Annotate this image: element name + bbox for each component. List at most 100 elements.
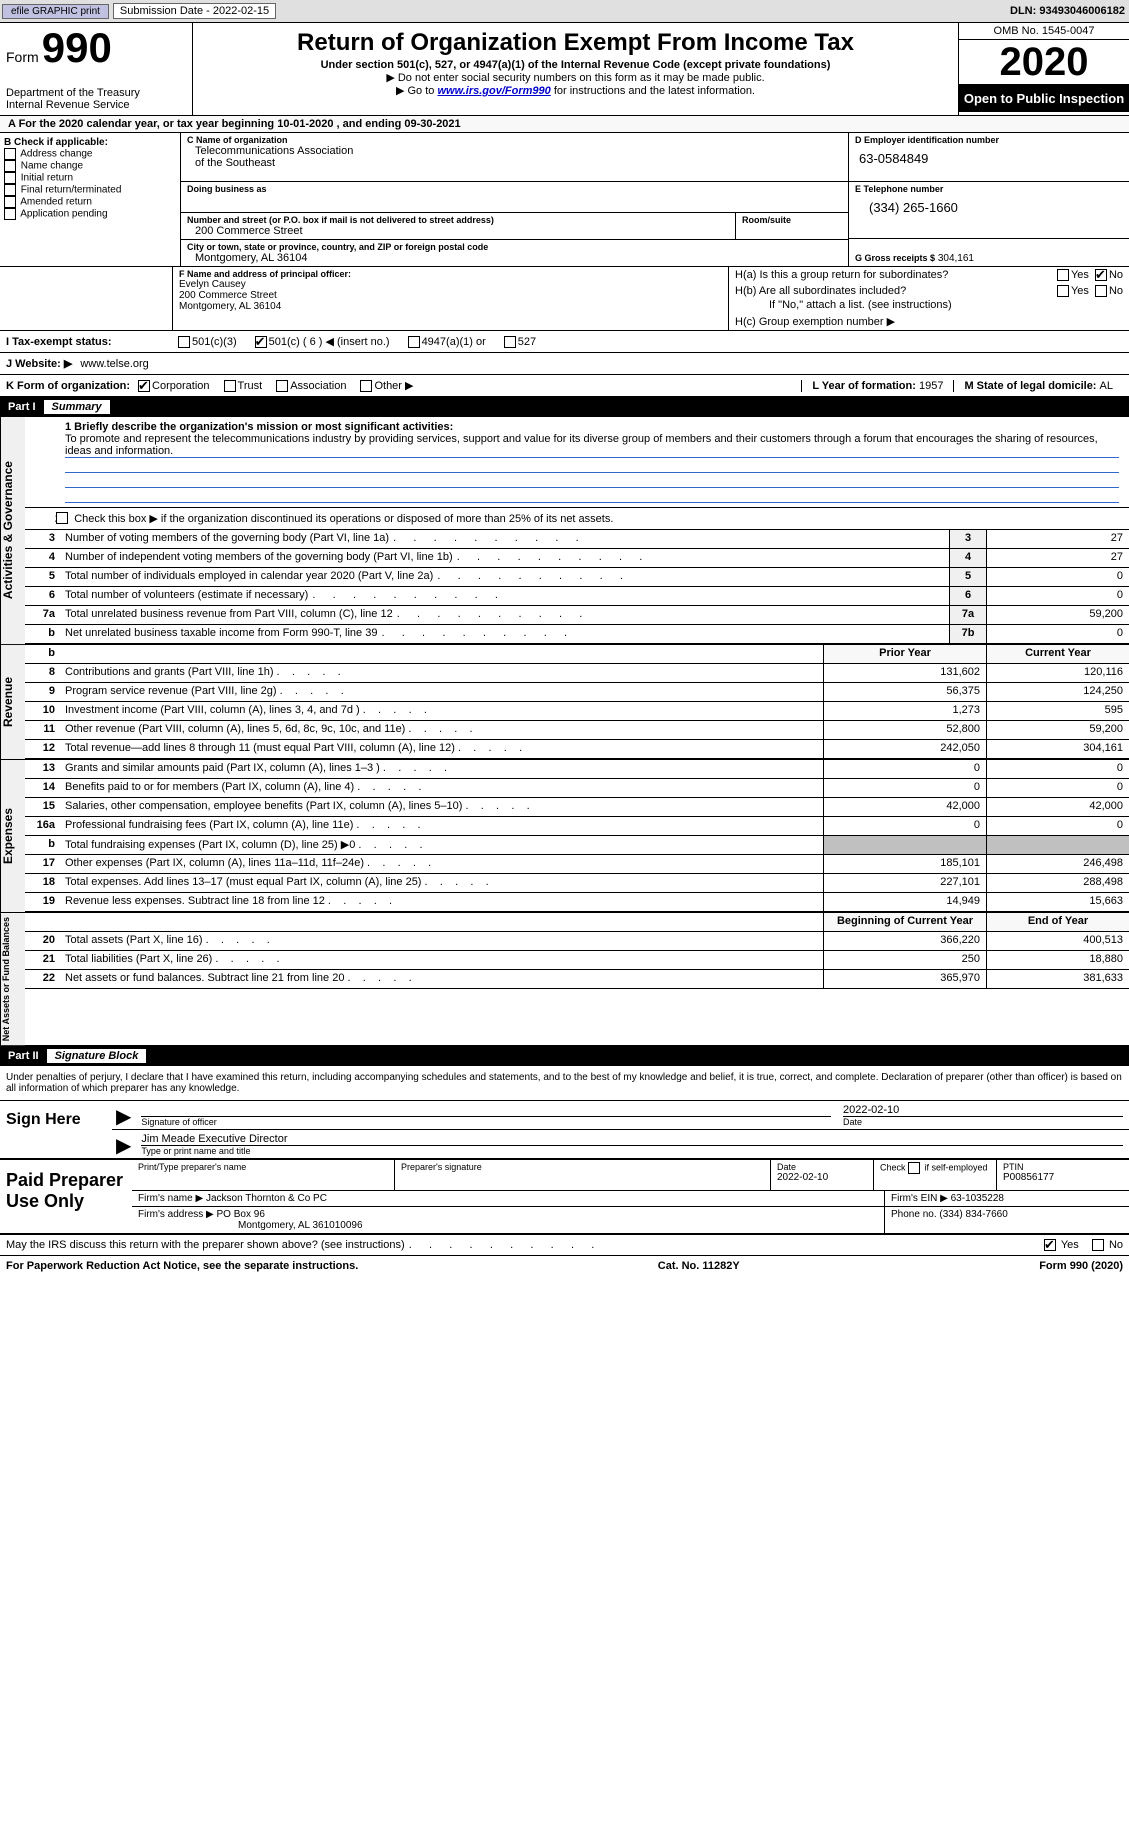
summary-line: 18 Total expenses. Add lines 13–17 (must… [25,874,1129,893]
hb-no: No [1109,285,1123,297]
line2-text: Check this box ▶ if the organization dis… [74,513,613,525]
boxb-option: Name change [4,160,176,172]
ha-no: No [1109,269,1123,281]
mission-block: 1 Briefly describe the organization's mi… [25,417,1129,508]
addr-label: Number and street (or P.O. box if mail i… [187,215,729,225]
boxb-checkbox[interactable] [4,208,16,220]
sign-block: Sign Here ▶ Signature of officer 2022-02… [0,1101,1129,1160]
dept-treasury: Department of the Treasury [6,87,186,99]
box-b: B Check if applicable: Address change Na… [0,133,181,266]
period-begin: 10-01-2020 [277,118,333,130]
org-name-2: of the Southeast [187,157,842,169]
governance-section: Activities & Governance 1 Briefly descri… [0,417,1129,645]
phone-value: (334) 265-1660 [855,194,1123,215]
officer-name: Evelyn Causey [179,279,722,290]
discuss-yes-checkbox[interactable] [1044,1239,1056,1251]
501c3-checkbox[interactable] [178,336,190,348]
city-state-zip: Montgomery, AL 36104 [187,252,842,264]
trust-checkbox[interactable] [224,380,236,392]
prior-year-header: Prior Year [823,645,986,663]
firm-phone: (334) 834-7660 [939,1209,1007,1220]
form-label: Form [6,49,39,65]
summary-line: 17 Other expenses (Part IX, column (A), … [25,855,1129,874]
4947-checkbox[interactable] [408,336,420,348]
boxb-option: Amended return [4,196,176,208]
prep-name-label: Print/Type preparer's name [138,1162,388,1172]
ptin-value: P00856177 [1003,1172,1123,1183]
firm-ein-label: Firm's EIN ▶ [891,1193,948,1204]
firm-name: Jackson Thornton & Co PC [206,1193,327,1204]
org-form-row: K Form of organization: Corporation Trus… [0,375,1129,398]
ha-yes: Yes [1071,269,1089,281]
tax-year: 2020 [959,40,1129,85]
summary-line: 5 Total number of individuals employed i… [25,568,1129,587]
tax-exempt-label: I Tax-exempt status: [6,336,178,348]
domicile-state: AL [1100,380,1113,392]
arrow-icon: ▶ [112,1104,135,1129]
firm-name-label: Firm's name ▶ [138,1193,203,1204]
discuss-no-checkbox[interactable] [1092,1239,1104,1251]
sign-here-label: Sign Here [0,1101,112,1158]
501c-checkbox[interactable] [255,336,267,348]
header-left: Form 990 Department of the Treasury Inte… [0,23,193,115]
firm-addr-label: Firm's address ▶ [138,1209,214,1220]
other-label: Other ▶ [374,379,413,392]
boxb-option: Initial return [4,172,176,184]
header-right: OMB No. 1545-0047 2020 Open to Public In… [958,23,1129,115]
dept-irs: Internal Revenue Service [6,99,186,111]
fh-block: F Name and address of principal officer:… [0,267,1129,331]
summary-line: 3 Number of voting members of the govern… [25,530,1129,549]
part-2-title: Signature Block [47,1049,147,1063]
boxb-checkbox[interactable] [4,184,16,196]
line2-checkbox[interactable] [56,512,68,524]
ha-label: H(a) Is this a group return for subordin… [735,269,1057,281]
website-label: J Website: ▶ [6,357,72,370]
assoc-checkbox[interactable] [276,380,288,392]
other-checkbox[interactable] [360,380,372,392]
501c3-label: 501(c)(3) [192,336,237,348]
boxb-checkbox[interactable] [4,160,16,172]
prep-date: 2022-02-10 [777,1172,867,1183]
boxb-checkbox[interactable] [4,172,16,184]
527-checkbox[interactable] [504,336,516,348]
summary-line: 8 Contributions and grants (Part VIII, l… [25,664,1129,683]
boxb-checkbox[interactable] [4,148,16,160]
begin-year-header: Beginning of Current Year [823,913,986,931]
box-c: C Name of organization Telecommunication… [181,133,848,266]
boxb-checkbox[interactable] [4,196,16,208]
footer-row: For Paperwork Reduction Act Notice, see … [0,1256,1129,1276]
corp-checkbox[interactable] [138,380,150,392]
ein-value: 63-0584849 [855,145,1123,166]
note2-prefix: ▶ Go to [396,85,437,97]
efile-button[interactable]: efile GRAPHIC print [2,4,109,19]
top-bar: efile GRAPHIC print Submission Date - 20… [0,0,1129,23]
dba-label: Doing business as [187,184,842,194]
sig-date: 2022-02-10 [843,1104,1123,1116]
submission-date: Submission Date - 2022-02-15 [113,3,276,19]
officer-print-name: Jim Meade Executive Director [141,1133,1123,1145]
form-number: 990 [42,24,112,71]
hb-yes: Yes [1071,285,1089,297]
self-employed-checkbox[interactable] [908,1162,920,1174]
website-value: www.telse.org [80,358,148,370]
boxb-option: Address change [4,148,176,160]
boxb-option: Final return/terminated [4,184,176,196]
trust-label: Trust [238,380,263,392]
ha-yes-checkbox[interactable] [1057,269,1069,281]
gross-receipts: 304,161 [938,253,974,264]
period-end: 09-30-2021 [404,118,460,130]
gross-label: G Gross receipts $ [855,253,935,263]
4947-label: 4947(a)(1) or [422,336,486,348]
hb-note: If "No," attach a list. (see instruction… [729,299,1129,313]
part-1-label: Part I [8,401,36,413]
discuss-row: May the IRS discuss this return with the… [0,1235,1129,1256]
form990-link[interactable]: www.irs.gov/Form990 [437,85,550,97]
prep-date-label: Date [777,1162,867,1172]
hb-yes-checkbox[interactable] [1057,285,1069,297]
summary-line: 6 Total number of volunteers (estimate i… [25,587,1129,606]
ha-no-checkbox[interactable] [1095,269,1107,281]
summary-line: 20 Total assets (Part X, line 16) 366,22… [25,932,1129,951]
part-2-label: Part II [8,1050,39,1062]
hb-no-checkbox[interactable] [1095,285,1107,297]
period-mid: , and ending [337,118,405,130]
